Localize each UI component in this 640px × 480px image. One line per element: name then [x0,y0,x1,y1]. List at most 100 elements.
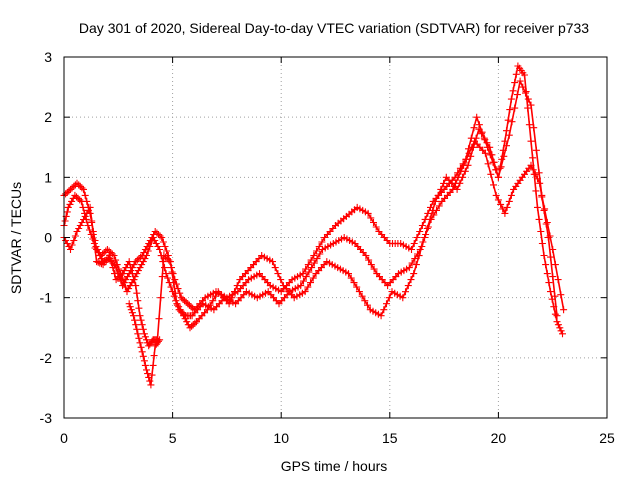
data-point [134,297,142,305]
data-point [497,163,505,171]
data-point [206,301,214,309]
data-point [521,71,528,79]
data-point [134,267,142,275]
data-point [524,104,532,112]
data-point [228,294,236,302]
data-point [130,312,137,320]
data-point [177,294,185,302]
data-point [146,377,154,385]
data-point [413,234,421,241]
data-point [132,321,140,329]
data-point [557,291,565,299]
data-point [152,240,160,247]
data-point [407,276,415,284]
data-point [365,256,373,264]
data-point [494,173,502,181]
data-point [89,231,97,238]
data-point [212,292,219,300]
data-point [126,303,134,311]
data-point [179,295,187,303]
data-point [67,185,74,193]
data-point [156,246,164,253]
data-point [132,282,140,290]
data-point [164,274,172,282]
data-point [511,79,519,87]
data-point [86,226,93,234]
data-point [527,101,535,109]
data-point [174,285,182,293]
data-point [125,300,133,308]
data-point [529,154,537,162]
data-point [128,309,136,317]
data-point [556,324,564,332]
data-point [522,89,529,97]
data-point [434,191,442,199]
data-point [68,197,76,205]
y-tick-label: 0 [44,230,52,246]
data-point [553,312,561,320]
data-point [136,312,144,320]
data-point [147,381,155,389]
data-point [483,139,491,147]
data-point [175,303,183,311]
data-point [64,203,72,211]
data-point [187,303,195,311]
data-point [186,324,194,332]
data-point [136,339,144,347]
data-point [96,259,104,267]
data-point [503,127,510,135]
data-point [470,124,478,132]
data-point [551,310,559,318]
data-point [76,222,84,229]
data-point [162,253,169,261]
data-point [377,312,385,320]
data-point [78,184,86,192]
data-point [114,274,122,282]
data-point [310,252,318,259]
data-point [188,322,196,330]
data-point [88,217,96,225]
data-point [140,330,148,338]
data-point [92,243,100,250]
data-point [109,264,117,272]
data-point [189,304,197,312]
y-tick-label: 1 [44,169,52,185]
data-point [131,316,139,324]
data-point [318,238,326,246]
x-tick-label: 0 [60,430,68,446]
data-point [519,83,527,91]
data-point [269,258,276,266]
data-point [423,225,431,232]
data-point [415,252,423,260]
data-point [307,256,315,264]
data-point [408,259,416,267]
data-point [559,330,566,338]
data-point [490,158,498,166]
data-point [149,361,157,369]
data-point [99,250,107,258]
data-point [367,214,375,222]
data-point [209,297,217,305]
data-point [301,288,309,296]
data-point [112,276,120,284]
data-point [155,315,163,323]
data-point [143,366,150,374]
data-point [75,181,83,189]
data-point [146,243,154,250]
data-point [532,187,540,195]
data-point [535,215,543,223]
data-point [437,185,445,193]
x-tick-label: 10 [273,430,289,446]
data-point [484,160,492,168]
data-point [549,273,557,281]
data-point [524,95,532,103]
data-point [156,232,164,240]
data-point [76,196,84,204]
data-point [538,240,546,247]
data-point [191,319,199,327]
chart-title: Day 301 of 2020, Sidereal Day-to-day VTE… [79,20,589,36]
data-point [492,166,500,174]
data-point [182,298,190,306]
data-point [410,240,418,247]
data-point [127,264,135,272]
